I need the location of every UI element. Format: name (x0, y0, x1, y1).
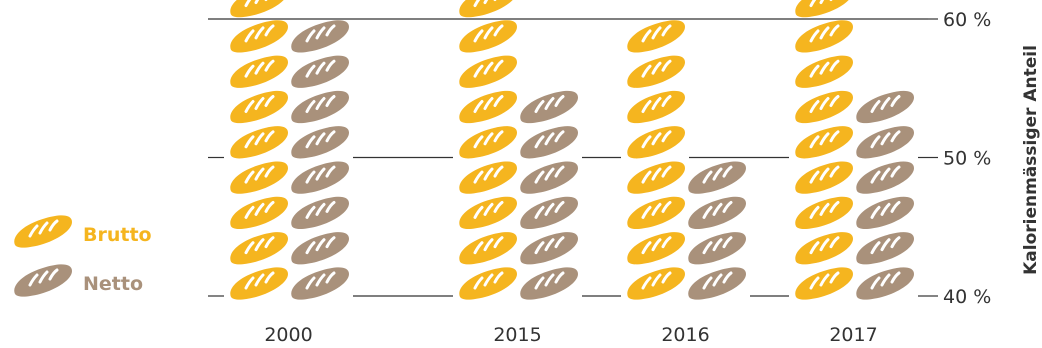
bar-netto-2015 (518, 89, 580, 302)
bread-loaf-icon (686, 265, 748, 302)
y-axis-ticks: 40 % 50 % 60 % (928, 9, 991, 308)
bread-loaf-icon (793, 18, 855, 55)
bread-loaf-icon (289, 265, 351, 302)
bread-loaf-icon (854, 195, 916, 231)
bread-loaf-icon (12, 213, 74, 250)
bar-netto-2017 (854, 89, 916, 302)
bread-loaf-icon (625, 124, 687, 160)
bread-loaf-icon (457, 265, 519, 302)
bread-loaf-icon (289, 195, 351, 231)
bread-loaf-icon (793, 124, 855, 160)
bread-loaf-icon (457, 54, 519, 90)
bar-netto-2000 (289, 18, 351, 302)
bread-loaf-icon (625, 230, 687, 266)
bread-loaf-icon (854, 230, 916, 266)
bread-loaf-icon (793, 265, 855, 302)
bread-loaf-icon (228, 54, 290, 90)
gridlines (208, 18, 928, 297)
bread-loaf-icon (457, 195, 519, 231)
bar-brutto-2017 (793, 0, 855, 302)
legend-label: Netto (83, 273, 143, 295)
bread-loaf-icon (854, 124, 916, 160)
bread-loaf-icon (518, 124, 580, 160)
y-tick-label: 40 % (943, 286, 991, 308)
chart-marks (228, 0, 916, 302)
bread-loaf-icon (228, 18, 290, 55)
bread-loaf-icon (457, 230, 519, 266)
bread-loaf-icon (518, 265, 580, 302)
bread-loaf-icon (228, 159, 290, 196)
legend-label: Brutto (83, 224, 152, 246)
bread-loaf-icon (457, 159, 519, 196)
bread-loaf-icon (625, 89, 687, 125)
legend-item-brutto: Brutto (12, 213, 152, 250)
bread-loaf-icon (457, 18, 519, 55)
bread-loaf-icon (793, 0, 855, 19)
x-tick-label: 2016 (661, 324, 709, 346)
bread-loaf-icon (625, 18, 687, 55)
bread-loaf-icon (289, 54, 351, 90)
bread-loaf-icon (625, 195, 687, 231)
bread-loaf-icon (793, 89, 855, 125)
bread-loaf-icon (289, 159, 351, 196)
bread-loaf-icon (625, 54, 687, 90)
bread-loaf-icon (854, 265, 916, 302)
bread-loaf-icon (289, 230, 351, 266)
y-tick-label: 60 % (943, 9, 991, 31)
bread-loaf-icon (686, 195, 748, 231)
bread-loaf-icon (518, 159, 580, 196)
bread-loaf-icon (625, 265, 687, 302)
y-axis-title: Kalorienmässiger Anteil (1021, 45, 1041, 275)
bread-loaf-icon (289, 89, 351, 125)
bread-loaf-icon (228, 195, 290, 231)
bread-loaf-icon (289, 124, 351, 160)
bread-loaf-icon (625, 159, 687, 196)
bread-loaf-icon (518, 89, 580, 125)
bread-loaf-icon (518, 230, 580, 266)
bread-loaf-icon (793, 195, 855, 231)
bar-brutto-2000 (228, 0, 290, 302)
bread-loaf-icon (793, 159, 855, 196)
bread-loaf-icon (12, 262, 74, 299)
bread-loaf-icon (686, 159, 748, 196)
bread-loaf-icon (228, 89, 290, 125)
bread-loaf-icon (228, 230, 290, 266)
bread-loaf-icon (228, 0, 290, 19)
bread-loaf-icon (289, 18, 351, 55)
bread-loaf-icon (228, 124, 290, 160)
bar-brutto-2016 (625, 18, 687, 302)
x-axis-labels: 2000 2015 2016 2017 (264, 324, 877, 346)
x-tick-label: 2015 (493, 324, 541, 346)
bread-loaf-icon (457, 0, 519, 19)
bar-brutto-2015 (457, 0, 519, 302)
x-tick-label: 2017 (829, 324, 877, 346)
bread-loaf-icon (686, 230, 748, 266)
x-tick-label: 2000 (264, 324, 312, 346)
bread-loaf-icon (793, 54, 855, 90)
bread-loaf-icon (457, 124, 519, 160)
bread-loaf-icon (518, 195, 580, 231)
bread-loaf-icon (793, 230, 855, 266)
y-tick-label: 50 % (943, 148, 991, 170)
legend: Brutto Netto (12, 213, 152, 299)
bread-loaf-icon (457, 89, 519, 125)
bread-loaf-icon (854, 89, 916, 125)
legend-item-netto: Netto (12, 262, 143, 299)
bar-netto-2016 (686, 159, 748, 302)
bread-loaf-icon (228, 265, 290, 302)
bread-loaf-icon (854, 159, 916, 196)
